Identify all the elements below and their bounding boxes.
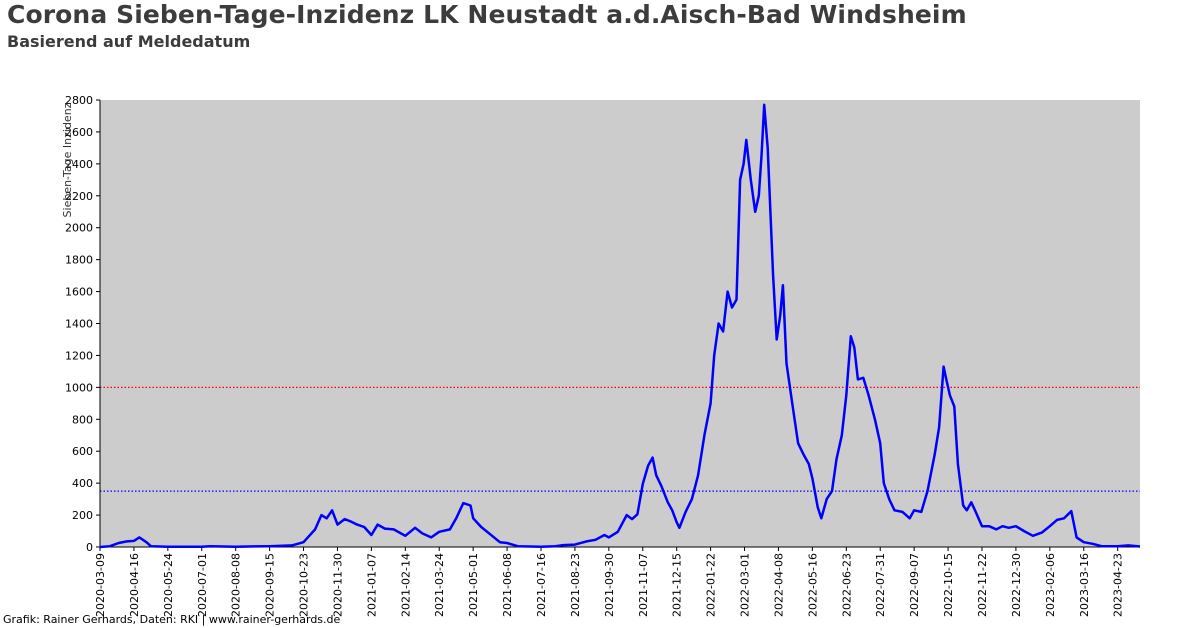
- x-tick-label: 2022-05-16: [806, 553, 819, 617]
- x-tick-label: 2021-06-08: [501, 553, 514, 617]
- x-tick-label: 2021-12-15: [671, 553, 684, 617]
- credits: Grafik: Rainer Gerhards, Daten: RKI | ww…: [3, 613, 341, 626]
- y-axis: 0 200 400 600 800 1000 1200 1400 1600 1800 2000 220…: [65, 94, 101, 554]
- y-tick-label: 1600: [65, 286, 93, 299]
- x-tick-label: 2021-05-01: [467, 553, 480, 617]
- y-tick-label: 1400: [65, 318, 93, 331]
- y-tick-label: 1000: [65, 381, 93, 394]
- y-tick-label: 2800: [65, 94, 93, 107]
- x-tick-label: 2021-11-07: [637, 553, 650, 617]
- x-tick-label: 2022-11-22: [976, 553, 989, 617]
- y-tick-label: 1800: [65, 254, 93, 267]
- y-tick-label: 2400: [65, 158, 93, 171]
- x-tick-label: 2021-03-24: [433, 553, 446, 617]
- x-tick-label: 2020-10-23: [298, 553, 311, 617]
- x-tick-label: 2022-12-30: [1010, 553, 1023, 617]
- x-tick-label: 2021-02-14: [399, 553, 412, 617]
- x-tick-label: 2022-04-08: [772, 553, 785, 617]
- x-axis: 2020-03-09 2020-04-16 2020-05-24 2020-07-01…: [94, 546, 1140, 617]
- y-tick-label: 0: [86, 541, 93, 554]
- x-tick-label: 2020-11-30: [331, 553, 344, 617]
- x-tick-label: 2022-10-15: [942, 553, 955, 617]
- y-tick-label: 800: [72, 413, 93, 426]
- chart-subtitle: Basierend auf Meldedatum: [7, 32, 251, 51]
- x-tick-label: 2023-03-16: [1078, 553, 1091, 617]
- y-tick-label: 2000: [65, 222, 93, 235]
- incidence-series-line: [99, 103, 1141, 549]
- chart-title: Corona Sieben-Tage-Inzidenz LK Neustadt …: [7, 0, 967, 29]
- x-tick-label: 2021-09-30: [603, 553, 616, 617]
- y-tick-label: 400: [72, 477, 93, 490]
- y-tick-label: 600: [72, 445, 93, 458]
- x-tick-label: 2020-07-01: [196, 553, 209, 617]
- y-tick-label: 200: [72, 509, 93, 522]
- x-tick-label: 2022-03-01: [739, 553, 752, 617]
- plot-area: [100, 100, 1140, 547]
- x-tick-label: 2021-01-07: [365, 553, 378, 617]
- x-tick-label: 2022-07-31: [874, 553, 887, 617]
- x-tick-label: 2021-07-16: [535, 553, 548, 617]
- x-tick-label: 2020-09-15: [264, 553, 277, 617]
- y-tick-label: 2600: [65, 126, 93, 139]
- y-tick-label: 1200: [65, 349, 93, 362]
- x-tick-label: 2020-05-24: [162, 553, 175, 617]
- x-tick-label: 2020-04-16: [128, 553, 141, 617]
- y-axis-label: Sieben-Tage Inzidenz: [61, 102, 74, 217]
- x-tick-label: 2023-04-23: [1112, 553, 1125, 617]
- y-tick-label: 2200: [65, 190, 93, 203]
- x-tick-label: 2020-08-08: [230, 553, 243, 617]
- x-tick-label: 2022-06-23: [840, 553, 853, 617]
- x-tick-label: 2023-02-06: [1044, 553, 1057, 617]
- x-tick-label: 2020-03-09: [94, 553, 107, 617]
- x-tick-label: 2021-08-23: [569, 553, 582, 617]
- x-tick-label: 2022-09-07: [908, 553, 921, 617]
- x-tick-label: 2022-01-22: [705, 553, 718, 617]
